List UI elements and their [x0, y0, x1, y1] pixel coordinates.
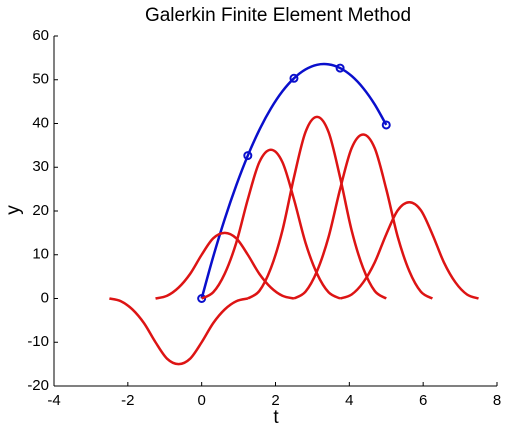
marker [381, 120, 391, 130]
y-tick-label: 50 [32, 71, 49, 88]
x-tick-label: 6 [419, 392, 427, 409]
x-tick-label: 2 [271, 392, 279, 409]
y-tick-label: 60 [32, 27, 49, 44]
marker [335, 63, 345, 73]
y-tick-label: -20 [27, 377, 49, 394]
y-tick-label: 40 [32, 114, 49, 131]
x-tick-label: -4 [47, 392, 60, 409]
y-tick-label: 20 [32, 202, 49, 219]
line [155, 231, 295, 300]
line [247, 115, 387, 300]
line [339, 200, 479, 300]
line [200, 62, 388, 299]
marker [289, 73, 299, 83]
y-tick-label: 0 [41, 289, 49, 306]
x-tick-label: -2 [121, 392, 134, 409]
y-tick-label: -10 [27, 333, 49, 350]
x-axis-label: t [273, 407, 279, 428]
x-tick-label: 8 [493, 392, 501, 409]
y-tick-label: 10 [32, 246, 49, 263]
marker [197, 294, 207, 303]
chart-title: Galerkin Finite Element Method [145, 5, 411, 26]
line [109, 297, 249, 366]
y-tick-label: 30 [32, 158, 49, 175]
y-axis-label: y [3, 205, 24, 215]
line [293, 133, 434, 300]
marker [243, 151, 253, 161]
x-tick-label: 0 [197, 392, 205, 409]
x-tick-label: 4 [345, 392, 353, 409]
